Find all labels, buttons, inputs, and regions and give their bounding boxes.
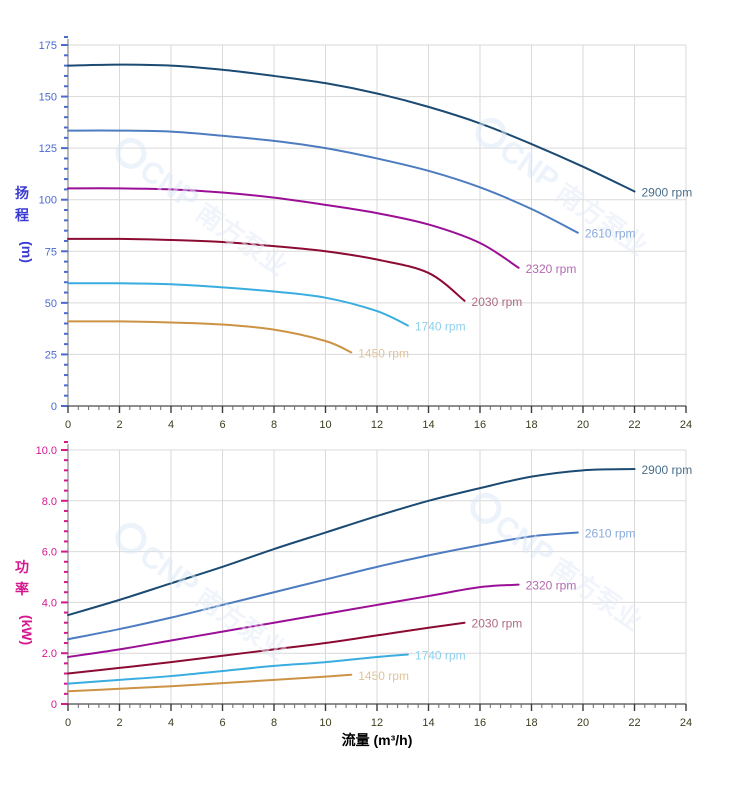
x-tick-label: 2 [116,717,122,729]
x-tick-label: 24 [680,419,692,431]
x-tick-label: 2 [116,419,122,431]
y-tick-label: 10.0 [36,445,57,457]
x-tick-label: 16 [474,717,486,729]
x-tick-label: 20 [577,419,589,431]
x-tick-label: 6 [219,419,225,431]
series-label-2610-rpm: 2610 rpm [585,227,636,241]
x-tick-label: 22 [628,717,640,729]
series-label-2900-rpm: 2900 rpm [642,463,693,477]
series-line-2900-rpm[interactable] [67,63,636,193]
series-line-2320-rpm[interactable] [67,583,520,659]
x-tick-label: 14 [422,717,434,729]
series-line-2610-rpm[interactable] [67,531,579,641]
series-label-2320-rpm: 2320 rpm [526,262,577,276]
y-tick-label: 8.0 [42,496,57,508]
x-tick-label: 18 [525,717,537,729]
series-label-1740-rpm: 1740 rpm [415,320,466,334]
x-axis-title: 流量 (m³/h) [342,732,413,748]
x-tick-label: 8 [271,717,277,729]
series-line-2030-rpm[interactable] [67,621,466,675]
series-line-2320-rpm[interactable] [67,187,520,269]
series-line-1450-rpm[interactable] [67,320,353,354]
chart-panel-head-curve [61,36,687,413]
x-tick-label: 4 [168,717,174,729]
y-axis-title-power-unit: (kW) [19,615,35,645]
y-tick-label: 0 [51,401,57,413]
y-tick-label: 125 [39,143,57,155]
series-label-2610-rpm: 2610 rpm [585,527,636,541]
watermark-logo-icon [115,522,147,554]
x-tick-label: 14 [422,419,434,431]
y-tick-label: 75 [45,246,57,258]
series-label-2320-rpm: 2320 rpm [526,579,577,593]
x-tick-label: 24 [680,717,692,729]
series-line-1740-rpm[interactable] [67,653,409,685]
y-tick-label: 2.0 [42,648,57,660]
y-axis-title-power-char: 率 [15,581,29,597]
series-label-2030-rpm: 2030 rpm [472,617,523,631]
x-tick-label: 0 [65,419,71,431]
y-tick-label: 0 [51,699,57,711]
x-tick-label: 0 [65,717,71,729]
y-axis-title-head-char: 程 [15,207,29,223]
series-line-1740-rpm[interactable] [67,282,409,327]
y-tick-label: 25 [45,349,57,361]
x-tick-label: 16 [474,419,486,431]
y-tick-label: 50 [45,298,57,310]
x-tick-label: 12 [371,419,383,431]
series-label-1450-rpm: 1450 rpm [358,669,409,683]
y-axis-title-power-char: 功 [15,559,29,575]
series-line-2030-rpm[interactable] [67,237,466,302]
svg-text:(m): (m) [19,241,35,263]
x-tick-label: 12 [371,717,383,729]
series-line-1450-rpm[interactable] [67,673,353,693]
watermark-logo-icon [115,137,147,169]
series-line-2900-rpm[interactable] [67,468,636,617]
x-tick-label: 20 [577,717,589,729]
x-tick-label: 18 [525,419,537,431]
x-tick-label: 10 [319,717,331,729]
x-tick-label: 6 [219,717,225,729]
series-label-1450-rpm: 1450 rpm [358,346,409,360]
series-label-2900-rpm: 2900 rpm [642,185,693,199]
y-tick-label: 175 [39,40,57,52]
series-label-1740-rpm: 1740 rpm [415,648,466,662]
chart-panel-power-curve [61,441,687,711]
x-tick-label: 10 [319,419,331,431]
watermark-logo-icon [475,117,507,149]
x-tick-label: 4 [168,419,174,431]
x-tick-label: 22 [628,419,640,431]
y-axis-title-head-unit: (m) [19,241,35,263]
series-line-2610-rpm[interactable] [67,129,579,234]
svg-text:(kW): (kW) [19,615,35,645]
y-tick-label: 6.0 [42,547,57,559]
x-tick-label: 8 [271,419,277,431]
watermark-logo-icon [470,492,502,524]
y-tick-label: 150 [39,92,57,104]
y-tick-label: 4.0 [42,597,57,609]
y-tick-label: 100 [39,195,57,207]
series-label-2030-rpm: 2030 rpm [472,295,523,309]
y-axis-title-head-char: 扬 [15,185,29,201]
